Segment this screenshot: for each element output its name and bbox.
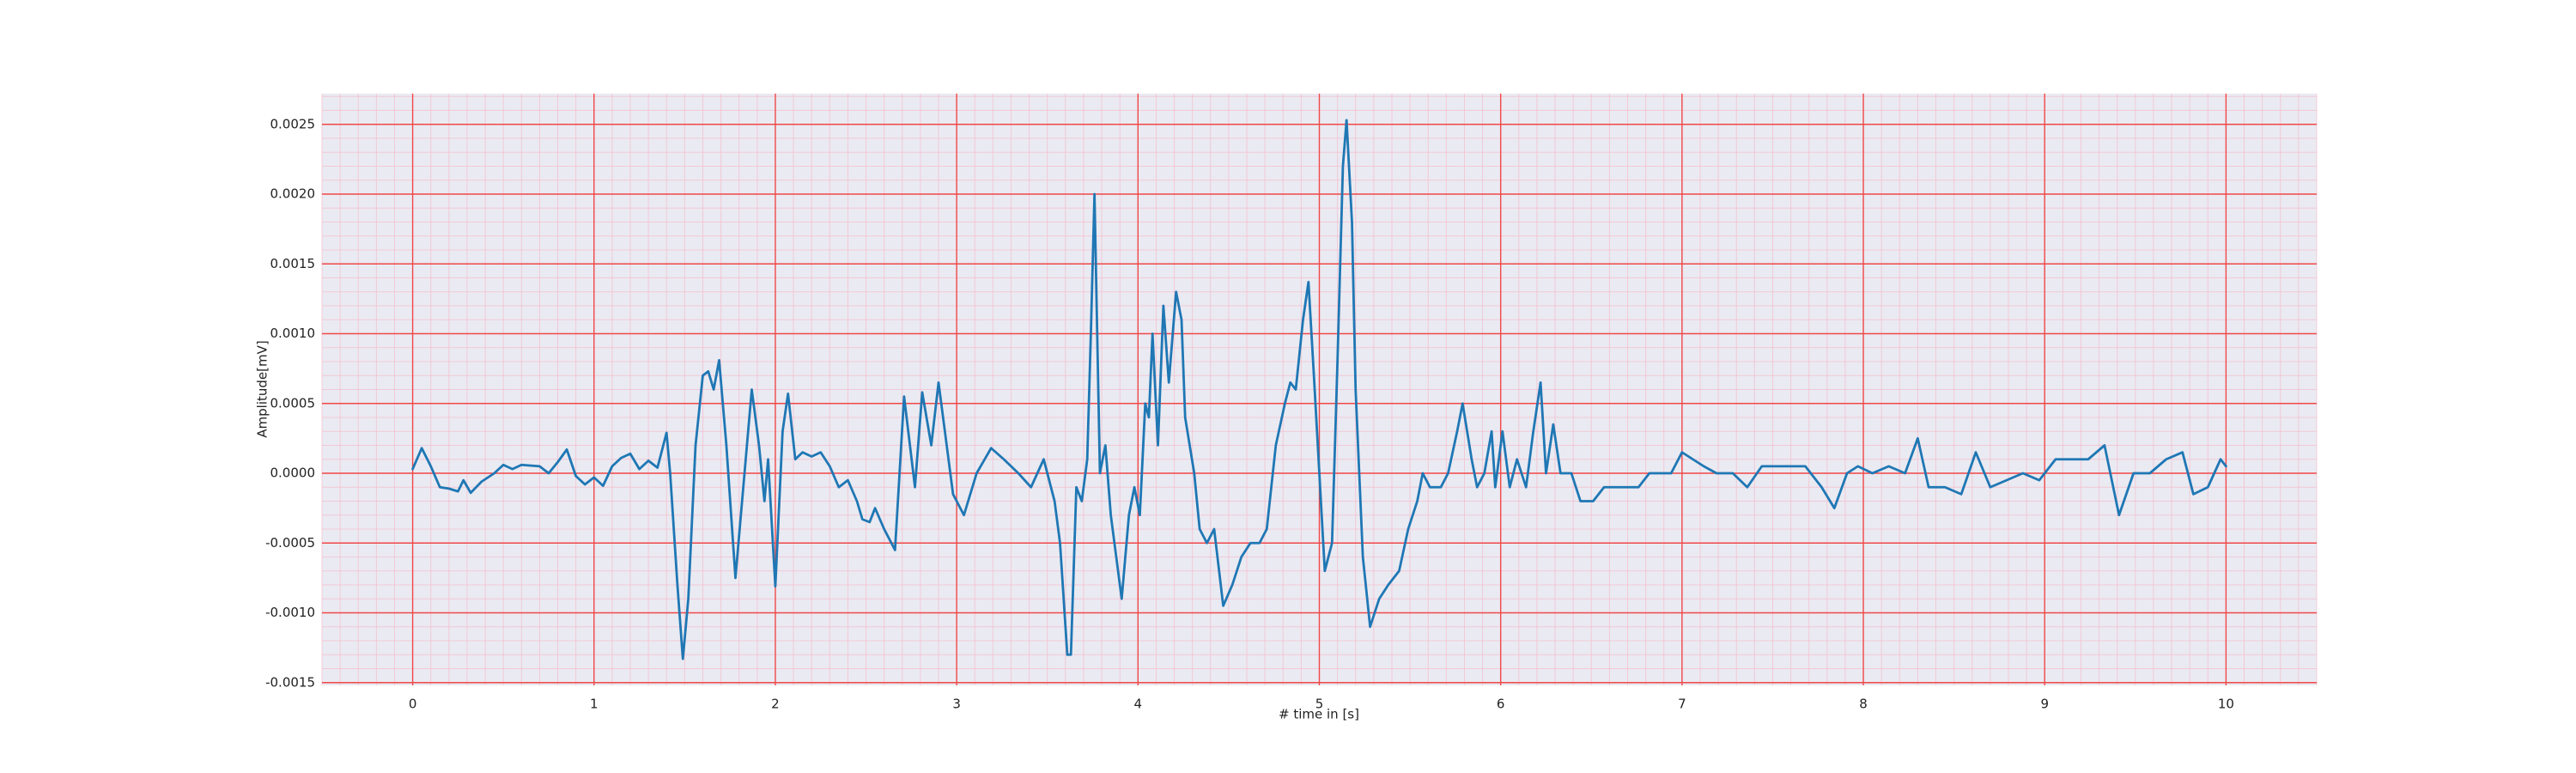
y-tick-label: 0.0000 bbox=[270, 466, 316, 481]
x-tick-label: 2 bbox=[771, 697, 780, 712]
y-tick-label: 0.0015 bbox=[270, 256, 316, 271]
x-axis-label: # time in [s] bbox=[1279, 707, 1359, 722]
major-grid bbox=[322, 94, 2317, 685]
y-tick-label: 0.0025 bbox=[270, 116, 316, 131]
y-tick-label: 0.0010 bbox=[270, 326, 316, 341]
y-tick-label: -0.0005 bbox=[265, 535, 315, 551]
x-tick-label: 6 bbox=[1497, 697, 1505, 712]
x-tick-label: 4 bbox=[1134, 697, 1143, 712]
x-tick-label: 3 bbox=[952, 697, 961, 712]
x-tick-label: 10 bbox=[2218, 697, 2234, 712]
x-tick-label: 8 bbox=[1859, 697, 1868, 712]
y-tick-label: -0.0010 bbox=[265, 605, 315, 620]
y-axis-label: Amplitude[mV] bbox=[255, 340, 270, 437]
signal-line bbox=[411, 119, 2227, 660]
x-tick-label: 1 bbox=[590, 697, 598, 712]
x-tick-label: 9 bbox=[2040, 697, 2049, 712]
y-tick-label: -0.0015 bbox=[265, 674, 315, 690]
x-tick-label: 0 bbox=[409, 697, 417, 712]
y-tick-label: 0.0005 bbox=[270, 395, 316, 411]
y-tick-label: 0.0020 bbox=[270, 186, 316, 202]
x-tick-label: 5 bbox=[1315, 697, 1324, 712]
x-tick-label: 7 bbox=[1678, 697, 1686, 712]
